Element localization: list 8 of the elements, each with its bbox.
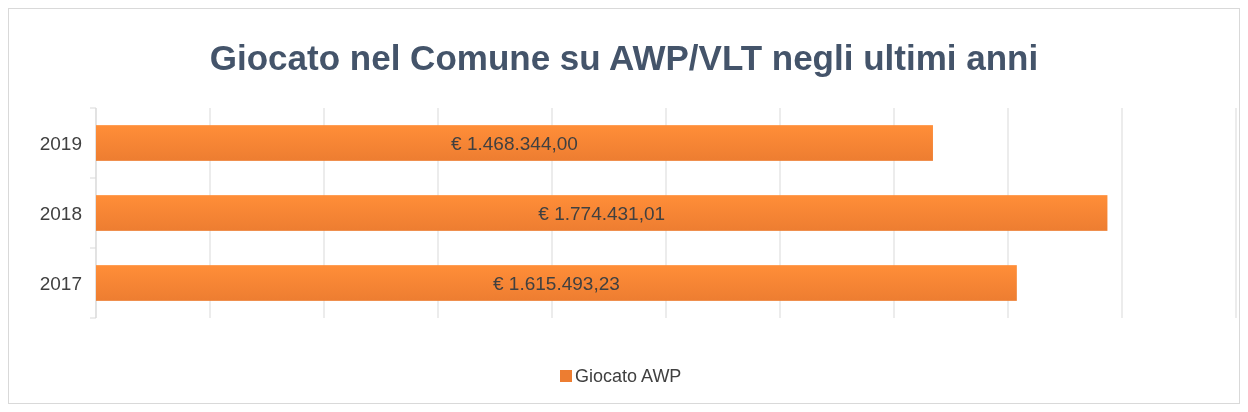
y-tick-label: 2019: [39, 132, 82, 154]
data-label: € 1.774.431,01: [538, 202, 666, 224]
legend-label: Giocato AWP: [575, 366, 682, 387]
data-label: € 1.615.493,23: [493, 272, 620, 294]
data-label: € 1.468.344,00: [451, 132, 578, 154]
chart-title: Giocato nel Comune su AWP/VLT negli ultimi anni: [209, 38, 1039, 77]
y-tick-label: 2018: [39, 202, 82, 224]
y-tick-label: 2017: [39, 272, 82, 294]
